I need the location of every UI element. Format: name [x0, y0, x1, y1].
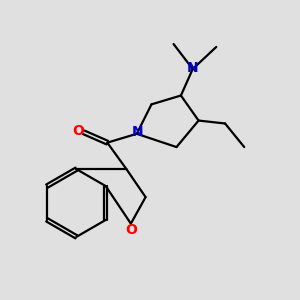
Text: N: N: [187, 61, 199, 75]
Text: N: N: [131, 125, 143, 139]
Text: O: O: [73, 124, 84, 138]
Text: O: O: [125, 223, 137, 237]
